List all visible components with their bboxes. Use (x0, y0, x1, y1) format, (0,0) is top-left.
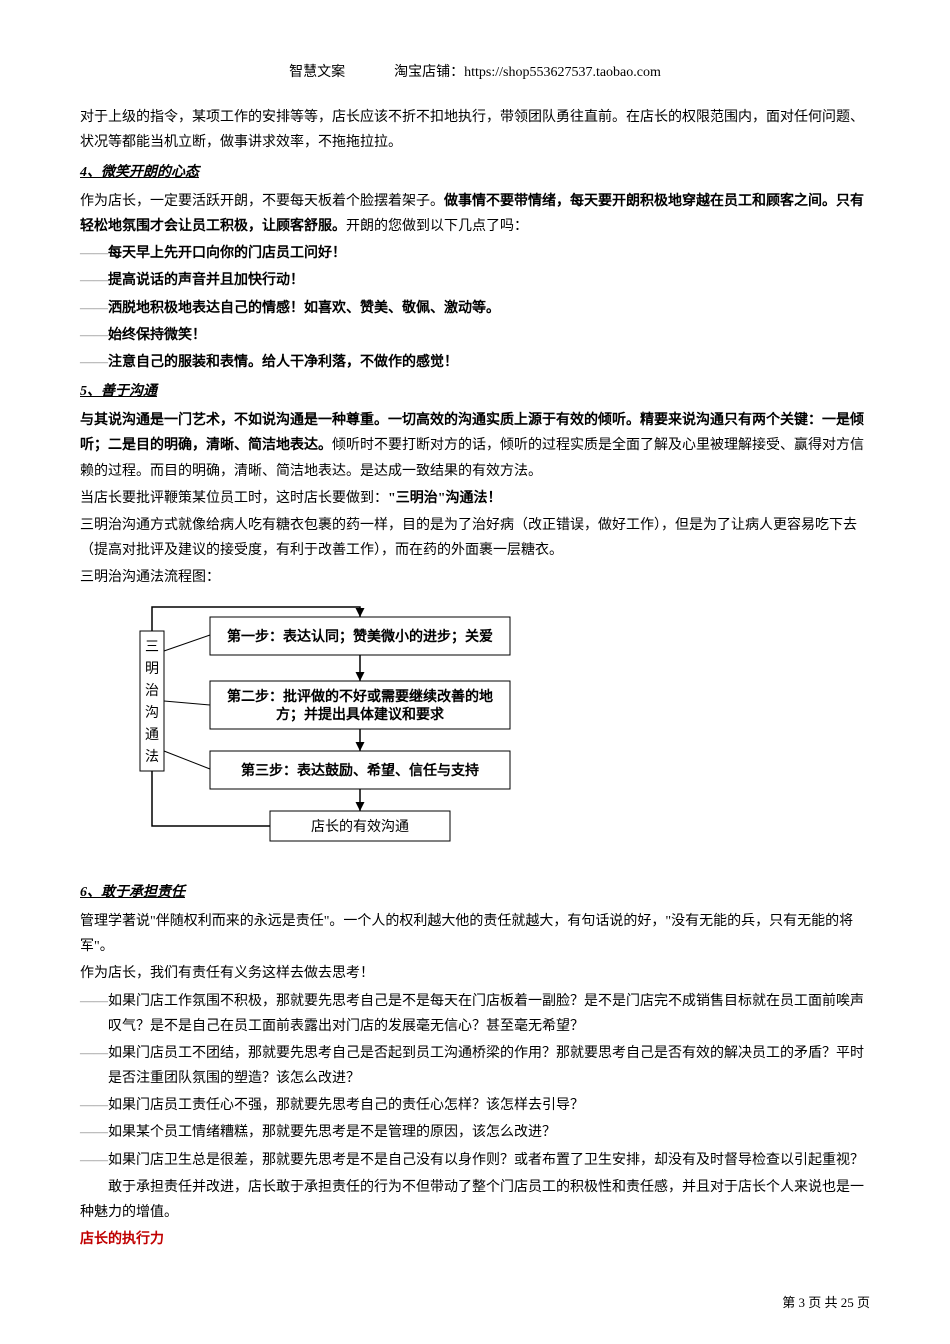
list-item-text: 如果门店工作氛围不积极，那就要先思考自己是不是每天在门店板着一副脸？是不是门店完… (108, 994, 864, 1034)
section-5-para-4: 三明治沟通法流程图： (80, 565, 870, 590)
header-right: 淘宝店铺：https://shop553627537.taobao.com (394, 65, 661, 80)
section-5-para-3: 三明治沟通方式就像给病人吃有糖衣包裹的药一样，目的是为了治好病（改正错误，做好工… (80, 513, 870, 563)
svg-text:第三步：表达鼓励、希望、信任与支持: 第三步：表达鼓励、希望、信任与支持 (241, 762, 479, 779)
list-item: ——注意自己的服装和表情。给人干净利落，不做作的感觉！ (80, 350, 870, 375)
list-item-text: 如果某个员工情绪糟糕，那就要先思考是不是管理的原因，该怎么改进？ (108, 1125, 556, 1140)
list-item: ——提高说话的声音并且加快行动！ (80, 268, 870, 293)
list-item: ——如果门店工作氛围不积极，那就要先思考自己是不是每天在门店板着一副脸？是不是门… (80, 989, 870, 1039)
section-6-para-3: 敢于承担责任并改进，店长敢于承担责任的行为不但带动了整个门店员工的积极性和责任感… (80, 1175, 870, 1225)
page: 智慧文案 淘宝店铺：https://shop553627537.taobao.c… (0, 0, 950, 1344)
dash-prefix: —— (80, 1046, 108, 1061)
svg-text:治: 治 (145, 683, 159, 699)
section-5-text-2b: "三明治"沟通法！ (388, 491, 502, 506)
svg-text:店长的有效沟通: 店长的有效沟通 (311, 819, 409, 835)
svg-text:方；并提出具体建议和要求: 方；并提出具体建议和要求 (276, 706, 445, 723)
svg-text:明: 明 (145, 662, 159, 677)
svg-text:沟: 沟 (145, 705, 159, 721)
dash-prefix: —— (80, 1098, 108, 1113)
dash-prefix: —— (80, 273, 108, 288)
list-item-text: 注意自己的服装和表情。给人干净利落，不做作的感觉！ (108, 355, 458, 370)
header-left: 智慧文案 (289, 65, 345, 80)
dash-prefix: —— (80, 246, 108, 261)
section-4-text-c: 开朗的您做到以下几点了吗： (346, 219, 528, 234)
svg-text:通: 通 (145, 727, 159, 743)
intro-para: 对于上级的指令，某项工作的安排等等，店长应该不折不扣地执行，带领团队勇往直前。在… (80, 105, 870, 155)
list-item-text: 每天早上先开口向你的门店员工问好！ (108, 246, 346, 261)
flowchart-svg: 三明治沟通法 第一步：表达认同；赞美微小的进步；关爱第二步：批评做的不好或需要继续… (100, 601, 600, 861)
list-item: ——如果门店卫生总是很差，那就要先思考是不是自己没有以身作则？或者布置了卫生安排… (80, 1148, 870, 1173)
list-item-text: 提高说话的声音并且加快行动！ (108, 273, 304, 288)
svg-text:三: 三 (145, 640, 159, 655)
exec-title: 店长的执行力 (80, 1227, 870, 1252)
svg-text:第一步：表达认同；赞美微小的进步；关爱: 第一步：表达认同；赞美微小的进步；关爱 (227, 628, 493, 645)
list-item: ——始终保持微笑！ (80, 323, 870, 348)
list-item-text: 如果门店员工不团结，那就要先思考自己是否起到员工沟通桥梁的作用？那就要思考自己是… (108, 1046, 864, 1086)
section-5-para-1: 与其说沟通是一门艺术，不如说沟通是一种尊重。一切高效的沟通实质上源于有效的倾听。… (80, 408, 870, 484)
list-item-text: 如果门店员工责任心不强，那就要先思考自己的责任心怎样？该怎样去引导？ (108, 1098, 584, 1113)
section-4-para-1: 作为店长，一定要活跃开朗，不要每天板着个脸摆着架子。做事情不要带情绪，每天要开朗… (80, 189, 870, 239)
page-header: 智慧文案 淘宝店铺：https://shop553627537.taobao.c… (80, 60, 870, 85)
section-6-para-1: 管理学著说"伴随权利而来的永远是责任"。一个人的权利越大他的责任就越大，有句话说… (80, 909, 870, 959)
sandwich-flowchart: 三明治沟通法 第一步：表达认同；赞美微小的进步；关爱第二步：批评做的不好或需要继续… (100, 601, 870, 870)
list-item-text: 洒脱地积极地表达自己的情感！如喜欢、赞美、敬佩、激动等。 (108, 301, 500, 316)
dash-prefix: —— (80, 1153, 108, 1168)
list-item: ——洒脱地积极地表达自己的情感！如喜欢、赞美、敬佩、激动等。 (80, 296, 870, 321)
dash-prefix: —— (80, 328, 108, 343)
list-item: ——每天早上先开口向你的门店员工问好！ (80, 241, 870, 266)
section-5-text-2a: 当店长要批评鞭策某位员工时，这时店长要做到： (80, 491, 388, 506)
list-item: ——如果门店员工责任心不强，那就要先思考自己的责任心怎样？该怎样去引导？ (80, 1093, 870, 1118)
section-4-title: 4、微笑开朗的心态 (80, 160, 870, 185)
list-item-text: 始终保持微笑！ (108, 328, 206, 343)
list-item-text: 如果门店卫生总是很差，那就要先思考是不是自己没有以身作则？或者布置了卫生安排，却… (108, 1153, 864, 1168)
section-5-title: 5、善于沟通 (80, 379, 870, 404)
svg-text:法: 法 (145, 749, 159, 765)
dash-prefix: —— (80, 355, 108, 370)
dash-prefix: —— (80, 301, 108, 316)
dash-prefix: —— (80, 994, 108, 1009)
list-item: ——如果某个员工情绪糟糕，那就要先思考是不是管理的原因，该怎么改进？ (80, 1120, 870, 1145)
section-6-para-2: 作为店长，我们有责任有义务这样去做去思考！ (80, 961, 870, 986)
dash-prefix: —— (80, 1125, 108, 1140)
section-5-para-2: 当店长要批评鞭策某位员工时，这时店长要做到："三明治"沟通法！ (80, 486, 870, 511)
svg-text:第二步：批评做的不好或需要继续改善的地: 第二步：批评做的不好或需要继续改善的地 (227, 688, 493, 705)
list-item: ——如果门店员工不团结，那就要先思考自己是否起到员工沟通桥梁的作用？那就要思考自… (80, 1041, 870, 1091)
header-gap (349, 65, 391, 80)
section-6-title: 6、敢于承担责任 (80, 880, 870, 905)
section-4-text-a: 作为店长，一定要活跃开朗，不要每天板着个脸摆着架子。 (80, 194, 444, 209)
page-footer: 第 3 页 共 25 页 (782, 1291, 870, 1314)
